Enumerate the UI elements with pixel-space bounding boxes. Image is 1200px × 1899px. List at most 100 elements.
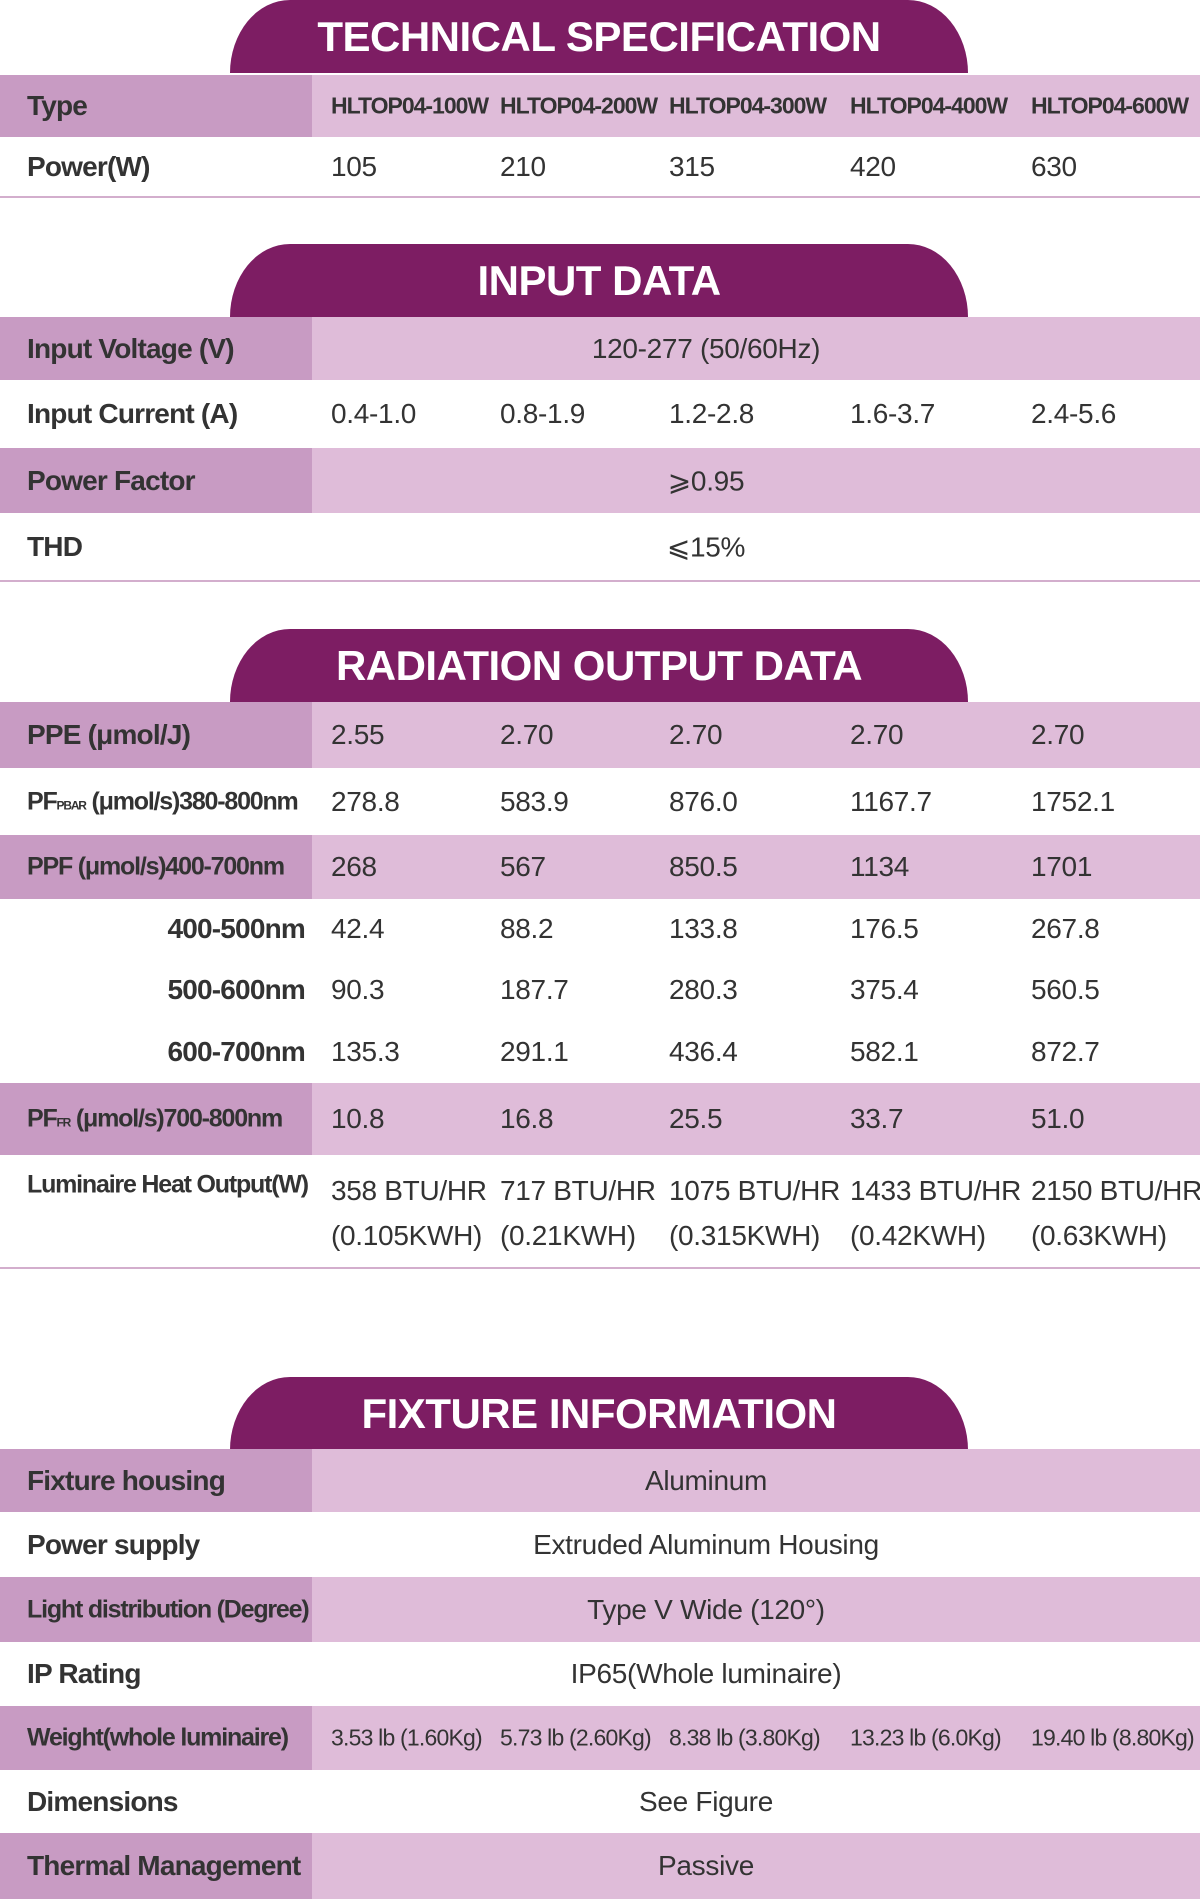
- cell-value: 268: [331, 851, 377, 882]
- label-background: [0, 1833, 312, 1899]
- cell-value: (0.21KWH): [500, 1220, 636, 1251]
- cell-value: (0.42KWH): [850, 1220, 986, 1251]
- cell-value: 33.7: [850, 1103, 904, 1134]
- row-label: IP Rating: [27, 1658, 141, 1690]
- row-label: PPF (μmol/s)400-700nm: [27, 852, 285, 882]
- cell-value: (0.315KWH): [669, 1220, 821, 1251]
- label-text: THD: [27, 531, 83, 562]
- cell-value: 420: [850, 151, 896, 182]
- label-text: Input Current (A): [27, 398, 238, 429]
- row-label: PPE (μmol/J): [27, 719, 191, 751]
- section-separator: [0, 1267, 1200, 1269]
- cell-value: ⩾0.95: [667, 465, 745, 496]
- label-suffix: (μmol/s)380-800nm: [85, 787, 298, 815]
- cell-value: 135.3: [331, 1035, 400, 1067]
- section-title: INPUT DATA: [230, 244, 968, 317]
- cell-value: ⩽15%: [666, 531, 746, 563]
- cell-value: 850.5: [669, 851, 738, 882]
- label-text: Power(W): [27, 151, 151, 182]
- cell-value: 876.0: [669, 785, 738, 817]
- row-label: Dimensions: [27, 1786, 179, 1818]
- cell-value: 1167.7: [850, 785, 932, 817]
- label-background: [0, 1706, 312, 1770]
- cell-value: 630: [1031, 151, 1077, 182]
- label-text: Power supply: [27, 1528, 200, 1560]
- cell-value: 1.2-2.8: [669, 398, 755, 429]
- cell-value: 872.7: [1031, 1035, 1100, 1067]
- row-label: PFPBAR (μmol/s)380-800nm: [27, 787, 299, 816]
- label-background: [0, 75, 312, 137]
- label-text: Thermal Management: [27, 1850, 301, 1881]
- label-text: PPF (μmol/s)400-700nm: [27, 852, 285, 881]
- cell-value: 19.40 lb (8.80Kg): [1031, 1724, 1195, 1751]
- row-label: Input Current (A): [27, 398, 238, 430]
- cell-value: 210: [500, 151, 546, 182]
- section-title: RADIATION OUTPUT DATA: [230, 629, 968, 702]
- label-text: Fixture housing: [27, 1464, 226, 1496]
- label-subscript: PBAR: [56, 798, 87, 812]
- cell-value: 105: [331, 151, 377, 182]
- cell-value: HLTOP04-300W: [669, 92, 827, 119]
- row-label: Weight(whole luminaire): [27, 1724, 289, 1753]
- label-text: Light distribution (Degree): [27, 1595, 310, 1623]
- cell-value: 2.70: [1031, 719, 1085, 750]
- cell-value: (0.63KWH): [1031, 1220, 1167, 1251]
- cell-value: 133.8: [669, 913, 738, 944]
- cell-value: Type V Wide (120°): [587, 1593, 825, 1625]
- row-label: 600-700nm: [167, 1036, 305, 1068]
- cell-value: IP65(Whole luminaire): [570, 1658, 842, 1689]
- cell-value: 560.5: [1031, 973, 1100, 1005]
- section-separator: [0, 196, 1200, 198]
- label-text: PF: [27, 787, 58, 815]
- cell-value: HLTOP04-200W: [500, 92, 658, 119]
- label-text: 500-600nm: [167, 973, 305, 1005]
- row-label: 500-600nm: [167, 974, 305, 1006]
- label-background: [0, 448, 312, 513]
- label-background: [0, 1083, 312, 1155]
- cell-value: 42.4: [331, 913, 385, 944]
- row-label: Thermal Management: [27, 1850, 301, 1882]
- row-label: 400-500nm: [167, 913, 305, 945]
- cell-value: See Figure: [639, 1785, 773, 1817]
- label-subscript: FR: [56, 1115, 72, 1130]
- cell-value: 267.8: [1031, 913, 1100, 944]
- cell-value: 567: [500, 851, 546, 882]
- label-text: PPE (μmol/J): [27, 719, 191, 750]
- cell-value: 0.8-1.9: [500, 398, 586, 429]
- cell-value: HLTOP04-100W: [331, 92, 489, 119]
- row-label: Fixture housing: [27, 1464, 226, 1497]
- section-separator: [0, 580, 1200, 582]
- label-text: Type: [27, 90, 88, 121]
- label-background: [0, 835, 312, 899]
- label-text: IP Rating: [27, 1658, 141, 1689]
- row-label: Luminaire Heat Output(W): [27, 1171, 309, 1200]
- cell-value: 1701: [1031, 851, 1093, 882]
- label-background: [0, 1577, 312, 1642]
- label-text: 600-700nm: [167, 1035, 305, 1067]
- label-suffix: (μmol/s)700-800nm: [70, 1104, 283, 1133]
- cell-value: 358 BTU/HR: [331, 1175, 487, 1206]
- label-text: 400-500nm: [167, 913, 305, 944]
- label-text: Power Factor: [27, 464, 196, 496]
- cell-value: 315: [669, 151, 715, 182]
- row-label: Power(W): [27, 151, 151, 183]
- cell-value: 90.3: [331, 973, 385, 1005]
- cell-value: 2.70: [500, 719, 554, 750]
- row-label: Light distribution (Degree): [27, 1595, 310, 1624]
- cell-value: HLTOP04-400W: [850, 92, 1008, 119]
- cell-value: 375.4: [850, 973, 919, 1005]
- cell-value: 2.70: [850, 719, 904, 750]
- cell-value: 1752.1: [1031, 785, 1115, 817]
- cell-value: 2.70: [669, 719, 723, 750]
- cell-value: 582.1: [850, 1035, 919, 1067]
- cell-value: HLTOP04-600W: [1031, 92, 1189, 119]
- cell-value: (0.105KWH): [331, 1220, 483, 1251]
- cell-value: 2.55: [331, 719, 385, 750]
- cell-value: 1433 BTU/HR: [850, 1175, 1021, 1206]
- cell-value: 2150 BTU/HR: [1031, 1175, 1200, 1206]
- cell-value: 717 BTU/HR: [500, 1175, 656, 1206]
- cell-value: 280.3: [669, 973, 738, 1005]
- cell-value: 3.53 lb (1.60Kg): [331, 1724, 483, 1751]
- cell-value: 51.0: [1031, 1103, 1085, 1134]
